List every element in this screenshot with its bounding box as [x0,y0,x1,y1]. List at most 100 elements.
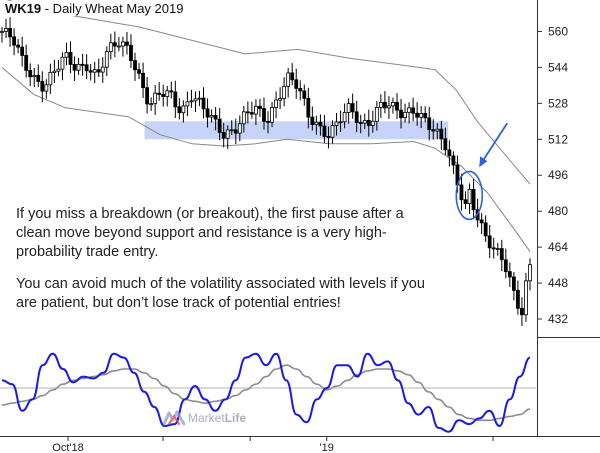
candle [100,57,105,83]
candle [137,63,141,80]
candle-body [407,107,411,113]
candle-body [149,103,154,106]
candle-body [310,116,315,125]
envelope-bands [1,0,531,252]
candle [524,272,528,322]
candle [161,84,166,107]
candle [88,64,93,81]
candle [149,97,154,111]
candle-body [270,107,274,123]
candle [217,107,222,141]
x-tick-label: '19 [320,442,334,453]
candle-body [76,63,81,71]
candle [205,98,210,128]
candle [76,57,81,75]
candle [334,113,339,136]
candle-body [4,27,8,32]
y-tick-label: 432 [548,312,568,326]
candle-body [48,71,53,86]
candle-body [225,129,230,139]
marketlife-logo-icon [163,410,185,426]
support-resistance-zone-layer [144,121,449,140]
candle-body [435,128,440,132]
candle [374,101,379,131]
candle [96,58,101,77]
chart-symbol: WK19 [5,1,42,16]
candle [72,56,77,82]
candle-body [36,75,41,82]
candle-body [479,219,484,224]
candle [447,140,452,167]
candle [483,215,488,242]
candle [342,103,347,129]
marketlife-logo-text: MarketLife [188,411,247,425]
candle [225,125,230,149]
candle-body [233,129,238,134]
candle [463,191,468,210]
candle [60,52,65,81]
chart-title: WK19 - Daily Wheat May 2019 [3,1,186,16]
candle [354,100,359,133]
candle-body [209,115,214,118]
candle [528,258,532,291]
candle [262,97,266,130]
candle [245,101,250,124]
candle [52,59,57,83]
candle [4,18,8,39]
candle-body [411,107,416,114]
candle [503,248,508,279]
oscillator-panel [0,352,536,433]
candle [32,67,37,88]
candle-body [387,105,391,109]
candle [274,91,278,119]
candle-body [354,111,359,123]
candle-body [92,69,97,73]
candle-body [8,27,12,38]
arrow-head [479,156,488,168]
candle [157,82,162,101]
candle-body [266,120,270,123]
candle-body [302,90,307,99]
candle-body [399,109,403,119]
candle-body [503,259,508,272]
candle [362,113,367,130]
candle [487,224,492,259]
candle [439,120,444,150]
candle-body [100,66,105,73]
candle-body [362,119,367,124]
candle-body [524,280,528,316]
candle [326,126,331,149]
candle-body [431,129,436,132]
candle [229,120,234,136]
candle [241,105,246,133]
candle-body [137,69,141,74]
marketlife-logo: MarketLife [163,410,246,426]
candle-body [254,105,258,115]
candle-body [129,44,133,61]
candle-body [20,46,25,56]
candle-body [346,103,351,113]
candle-body [237,123,242,134]
candle [423,106,428,123]
candle-body [84,64,89,72]
candle [92,61,97,84]
candle-body [467,189,472,204]
candle-body [322,125,327,137]
candle [378,94,383,118]
candle [391,97,395,114]
candle [499,239,504,272]
candle [399,98,403,129]
candle-body [258,105,262,109]
candle-body [511,276,516,291]
candle-body [44,84,49,92]
candle-body [193,98,198,102]
candle [459,173,464,211]
candle-body [24,55,29,71]
candle-body [278,98,283,101]
candle [133,52,137,81]
candle-body [334,121,339,126]
candle [104,46,109,77]
candle-body [427,117,432,131]
candle-body [245,111,250,114]
